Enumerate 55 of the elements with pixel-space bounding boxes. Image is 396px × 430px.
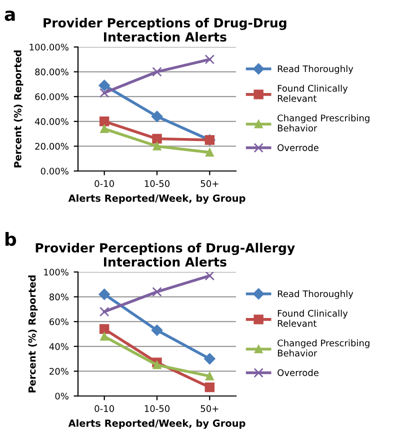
x-tick-label: 50+: [200, 180, 218, 188]
y-tick-label: 80.00%: [35, 68, 68, 76]
point: [99, 88, 110, 98]
point: [206, 372, 214, 380]
x-tick-label: 0-10: [94, 405, 114, 412]
chart-title: Provider Perceptions of Drug-Allergy Interaction Alerts: [36, 242, 295, 267]
point: [100, 332, 108, 341]
y-tick-label: 60%: [50, 318, 68, 326]
x-tick-label: 10-50: [144, 405, 170, 412]
point: [98, 80, 110, 92]
legend-label: Overrode: [278, 369, 318, 376]
point: [98, 288, 110, 300]
point: [204, 272, 215, 281]
legend-label: Changed Prescribing Behavior: [278, 114, 370, 132]
point: [204, 353, 216, 364]
x-tick-label: 0-10: [94, 180, 114, 188]
y-tick-label: 40%: [49, 343, 68, 350]
y-tick-label: 0%: [55, 392, 68, 400]
legend-label: Read Thoroughly: [278, 290, 354, 299]
legend-label: Found Clinically Relevant: [278, 310, 348, 327]
point: [152, 286, 162, 297]
point: [152, 360, 162, 370]
point: [152, 142, 162, 150]
x-axis-title: Alerts Reported/Week, by Group: [68, 419, 246, 429]
legend-label: Read Thoroughly: [278, 65, 354, 74]
y-tick-label: 100%: [44, 268, 68, 276]
point: [204, 382, 215, 392]
y-tick-label: 60.00%: [35, 93, 68, 100]
chart-title: Provider Perceptions of Drug-Drug Interaction Alerts: [44, 18, 286, 42]
x-tick-label: 50+: [200, 405, 218, 412]
y-tick-label: 20.00%: [35, 142, 68, 150]
y-tick-label: 20%: [50, 368, 68, 375]
legend-label: Overrode: [278, 144, 318, 152]
y-axis-title: Percent (%) Reported: [28, 276, 38, 392]
point: [99, 324, 110, 334]
text: a: [4, 10, 15, 21]
point: [99, 116, 110, 126]
point: [100, 124, 108, 134]
y-tick-label: 40.00%: [34, 118, 68, 125]
y-tick-label: 80%: [50, 294, 68, 300]
point: [206, 148, 214, 157]
point: [151, 324, 163, 336]
point: [152, 66, 162, 77]
y-tick-label: 100.00%: [30, 44, 68, 51]
x-axis-title: Alerts Reported/Week, by Group: [68, 194, 246, 204]
legend-label: Found Clinically Relevant: [278, 84, 348, 102]
y-tick-label: 0.00%: [40, 168, 68, 175]
point: [152, 134, 162, 144]
point: [151, 110, 163, 122]
legend-label: Changed Prescribing Behavior: [278, 339, 370, 357]
point: [204, 54, 215, 64]
x-tick-label: 10-50: [144, 180, 170, 188]
y-axis-title: Percent (%) Reported: [14, 50, 24, 168]
text: b: [6, 232, 16, 246]
point: [99, 306, 110, 317]
